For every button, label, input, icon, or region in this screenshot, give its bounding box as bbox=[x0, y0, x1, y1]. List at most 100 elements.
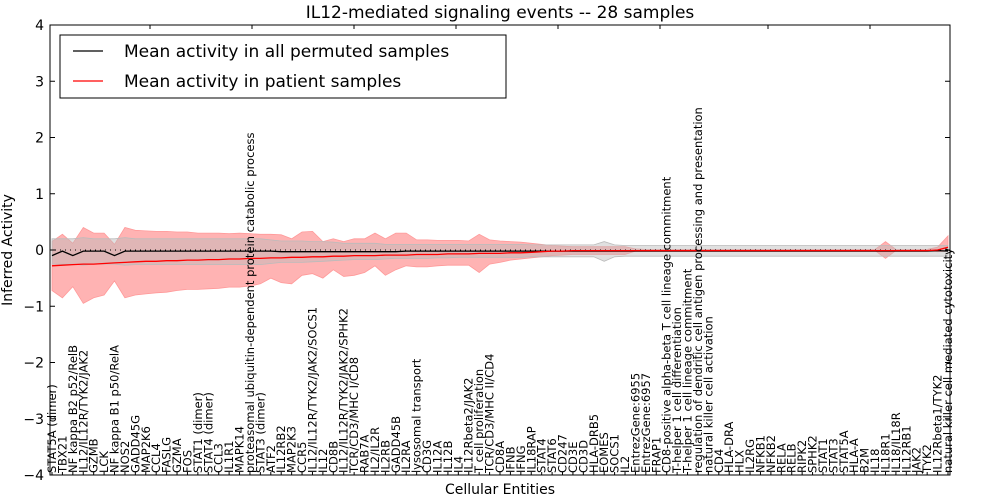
x-tick-label: T-helper 1 cell lineage commitment bbox=[681, 268, 695, 474]
x-tick-label: TCR/CD3/MHC II/CD4 bbox=[483, 354, 497, 474]
x-tick-label: RELA bbox=[774, 443, 788, 473]
x-tick-label: NFKB2 bbox=[764, 435, 778, 473]
x-tick-label: RAB7A bbox=[358, 434, 372, 473]
x-tick-label: IL12A bbox=[431, 441, 445, 473]
x-tick-label: CD4 bbox=[712, 449, 726, 473]
x-tick-label: GADD45B bbox=[389, 416, 403, 473]
x-tick-label: IL4 bbox=[451, 456, 465, 473]
x-tick-label: IL2RA bbox=[399, 440, 413, 473]
x-tick-label: STAT5A bbox=[837, 430, 851, 473]
x-tick-label: IFNB bbox=[503, 446, 517, 473]
x-tick-label: STAT4 bbox=[535, 438, 549, 473]
plot-frame bbox=[49, 24, 951, 476]
x-tick-label: IL12B bbox=[441, 441, 455, 473]
legend: Mean activity in all permuted samples Me… bbox=[59, 34, 507, 99]
legend-box bbox=[59, 34, 507, 99]
x-tick-label: STAT6 bbox=[545, 438, 559, 473]
x-tick-label: STAT3 bbox=[826, 438, 840, 473]
x-tick-label: STAT5A (dimer) bbox=[45, 384, 59, 473]
x-tick-label: CD8B bbox=[326, 441, 340, 473]
x-tick-label: NF kappa B1 p50/RelA bbox=[108, 345, 122, 473]
x-tick-label: IL12Rbeta1/TYK2 bbox=[931, 375, 945, 473]
y-tick-label: −3 bbox=[23, 412, 44, 428]
x-tick-label: IL18RAP bbox=[524, 426, 538, 473]
x-tick-label: CD3D bbox=[576, 440, 590, 473]
x-tick-label: CCR5 bbox=[295, 442, 309, 473]
x-axis-label: Cellular Entities bbox=[445, 482, 555, 498]
x-tick-label: GZMA bbox=[170, 438, 184, 473]
x-tick-label: STAT1 bbox=[816, 438, 830, 473]
y-axis-label: Inferred Activity bbox=[0, 194, 16, 306]
x-tick-label: IL18 bbox=[868, 449, 882, 473]
y-tick-label: 1 bbox=[35, 187, 44, 203]
lines-layer bbox=[50, 246, 950, 267]
x-tick-label: GZMB bbox=[87, 438, 101, 473]
x-tick-label: SPHK2 bbox=[806, 435, 820, 473]
x-tick-label: IL2RB bbox=[378, 440, 392, 473]
x-tick-label: STAT4 (dimer) bbox=[201, 392, 215, 473]
x-tick-label: IL2/IL2R bbox=[368, 427, 382, 473]
x-tick-label: TCR/CD3/MHC I/CD8 bbox=[347, 357, 361, 474]
x-tick-label: EOMES bbox=[597, 432, 611, 473]
x-tick-label: NFKB1 bbox=[754, 435, 768, 473]
chart-title: IL12-mediated signaling events -- 28 sam… bbox=[306, 3, 695, 23]
x-tick-label: HLA-DRB5 bbox=[587, 414, 601, 473]
bands-layer bbox=[51, 226, 949, 304]
y-tick-label: 2 bbox=[35, 131, 44, 147]
x-tick-label: IL18/IL18R bbox=[889, 412, 903, 473]
x-tick-label: GADD45G bbox=[128, 415, 142, 473]
y-tick-label: −2 bbox=[23, 356, 44, 372]
x-tick-label: HLX bbox=[733, 450, 747, 473]
x-tick-label: HLA-A bbox=[847, 438, 861, 473]
x-tick-label: MAPK14 bbox=[233, 426, 247, 473]
x-tick-label: SOCS1 bbox=[608, 434, 622, 473]
x-tick-label: TBX21 bbox=[55, 436, 69, 474]
x-tick-label: FASLG bbox=[160, 437, 174, 473]
x-tick-label: ATF2 bbox=[264, 445, 278, 473]
x-tick-label: T cell proliferation bbox=[472, 369, 486, 474]
x-tick-label: IL2RG bbox=[743, 439, 757, 473]
x-tick-label: lysosomal transport bbox=[410, 358, 424, 473]
x-tick-label: IL12/IL12R/TYK2/JAK2/SOCS1 bbox=[306, 307, 320, 473]
x-tick-label: CD3E bbox=[566, 442, 580, 473]
x-tick-label: RELB bbox=[785, 443, 799, 473]
x-tick-label: regulation of dendritic cell antigen pro… bbox=[691, 107, 705, 473]
x-tick-label: CD3G bbox=[420, 440, 434, 473]
x-tick-label: natural killer cell mediated cytotoxicit… bbox=[941, 248, 955, 473]
x-tick-label: IL12/IL12R/TYK2/JAK2 bbox=[76, 350, 90, 473]
x-tick-label: B2M bbox=[858, 448, 872, 473]
x-tick-label: IL1R1 bbox=[222, 441, 236, 473]
x-tick-label: HLA-DRA bbox=[722, 422, 736, 473]
x-tick-label: IL2 bbox=[618, 456, 632, 473]
x-tick-label: STAT3 (dimer) bbox=[253, 392, 267, 473]
x-tick-label: FRAP1 bbox=[649, 437, 663, 473]
x-tick-label: EntrezGene:6955 bbox=[628, 373, 642, 473]
x-tick-label: EntrezGene:6957 bbox=[639, 373, 653, 473]
x-tick-label: NF kappa B2 p52/RelB bbox=[66, 345, 80, 473]
x-tick-label: LCK bbox=[97, 451, 111, 473]
y-axis: −4 −3 −2 −1 0 1 2 3 4 bbox=[23, 18, 950, 484]
x-tick-label: TYK2 bbox=[920, 444, 934, 474]
x-tick-label: MAP2K6 bbox=[139, 426, 153, 473]
y-tick-label: 0 bbox=[35, 243, 44, 259]
x-tick-label: natural killer cell activation bbox=[701, 316, 715, 473]
x-tick-label: IL12 bbox=[316, 449, 330, 473]
patient-mean-line bbox=[51, 246, 949, 267]
x-tick-label: IL18R1 bbox=[879, 433, 893, 473]
x-tick-label: CD8-positive alpha-beta T cell lineage c… bbox=[660, 176, 674, 473]
x-tick-label: IL12RB1 bbox=[899, 425, 913, 473]
x-tick-label: STAT1 (dimer) bbox=[191, 392, 205, 473]
x-tick-label: CD247 bbox=[556, 434, 570, 473]
x-tick-label: RIPK2 bbox=[795, 440, 809, 473]
x-tick-label: CCL4 bbox=[149, 443, 163, 473]
x-tick-label: CD8A bbox=[493, 441, 507, 473]
x-tick-label: MAP2K3 bbox=[285, 426, 299, 473]
x-tick-label: proteasomal ubiquitin-dependent protein … bbox=[243, 133, 257, 474]
x-tick-label: T-helper 1 cell differentiation bbox=[670, 307, 684, 474]
x-tick-label: IL12/IL12R/TYK2/JAK2/SPHK2 bbox=[337, 308, 351, 473]
x-tick-label: IL12RB2 bbox=[274, 425, 288, 473]
y-tick-label: −1 bbox=[23, 299, 44, 315]
x-tick-label: NOS2 bbox=[118, 441, 132, 473]
